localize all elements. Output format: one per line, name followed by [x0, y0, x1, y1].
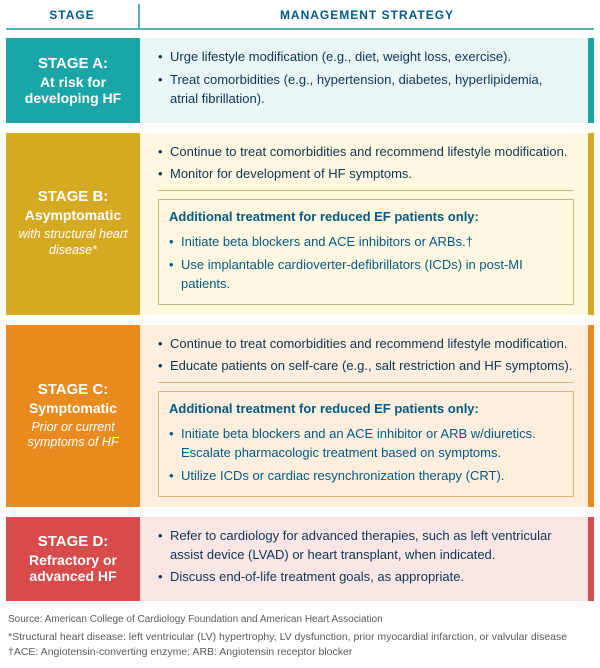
- stage-a-content: Urge lifestyle modification (e.g., diet,…: [140, 38, 588, 123]
- stage-subtitle-2: with structural heart disease*: [14, 227, 132, 258]
- hf-stages-table: STAGE MANAGEMENT STRATEGY STAGE A: At ris…: [0, 0, 600, 668]
- bullet-list: Refer to cardiology for advanced therapi…: [158, 527, 574, 588]
- stage-b-content: Continue to treat comorbidities and reco…: [140, 133, 588, 315]
- stage-c-content: Continue to treat comorbidities and reco…: [140, 325, 588, 507]
- stage-subtitle-2: Prior or current symptoms of HF: [14, 420, 132, 451]
- stage-d-content: Refer to cardiology for advanced therapi…: [140, 517, 588, 602]
- stage-title: STAGE D:: [14, 533, 132, 550]
- additional-treatment-box: Additional treatment for reduced EF pati…: [158, 199, 574, 304]
- additional-treatment-box: Additional treatment for reduced EF pati…: [158, 391, 574, 496]
- bullet-item: Initiate beta blockers and ACE inhibitor…: [169, 233, 563, 252]
- bullet-item: Initiate beta blockers and an ACE inhibi…: [169, 425, 563, 463]
- bullet-list: Urge lifestyle modification (e.g., diet,…: [158, 48, 574, 109]
- bullet-item: Use implantable cardioverter-defibrillat…: [169, 256, 563, 294]
- stage-subtitle: At risk for developing HF: [14, 74, 132, 106]
- divider: [158, 382, 574, 383]
- bullet-list-secondary: Initiate beta blockers and an ACE inhibi…: [169, 425, 563, 486]
- stage-b-block: STAGE B: Asymptomatic with structural hear…: [6, 133, 594, 315]
- stage-a-label: STAGE A: At risk for developing HF: [6, 38, 140, 123]
- bullet-item: Treat comorbidities (e.g., hypertension,…: [158, 71, 574, 109]
- stage-d-label: STAGE D: Refractory or advanced HF: [6, 517, 140, 602]
- bullet-item: Continue to treat comorbidities and reco…: [158, 335, 574, 354]
- bullet-list-secondary: Initiate beta blockers and ACE inhibitor…: [169, 233, 563, 294]
- header-management: MANAGEMENT STRATEGY: [140, 4, 594, 28]
- footnote-2: †ACE: Angiotensin-converting enzyme; ARB…: [8, 645, 592, 660]
- stages-host: STAGE A: At risk for developing HF Urge li…: [6, 38, 594, 601]
- bullet-item: Discuss end-of-life treatment goals, as …: [158, 568, 574, 587]
- stage-c-block: STAGE C: Symptomatic Prior or current symp…: [6, 325, 594, 507]
- bullet-list: Continue to treat comorbidities and reco…: [158, 335, 574, 377]
- bullet-item: Refer to cardiology for advanced therapi…: [158, 527, 574, 565]
- stage-subtitle: Refractory or advanced HF: [14, 552, 132, 584]
- stage-d-block: STAGE D: Refractory or advanced HF Refer t…: [6, 517, 594, 602]
- sub-heading: Additional treatment for reduced EF pati…: [169, 208, 563, 227]
- bullet-item: Educate patients on self-care (e.g., sal…: [158, 357, 574, 376]
- stage-title: STAGE B:: [14, 188, 132, 205]
- footnotes: Source: American College of Cardiology F…: [6, 611, 594, 659]
- stage-subtitle: Asymptomatic: [14, 207, 132, 223]
- source-line: Source: American College of Cardiology F…: [8, 613, 592, 627]
- footnote-1: *Structural heart disease: left ventricu…: [8, 630, 592, 645]
- header-row: STAGE MANAGEMENT STRATEGY: [6, 4, 594, 30]
- divider: [158, 190, 574, 191]
- bullet-item: Utilize ICDs or cardiac resynchronizatio…: [169, 467, 563, 486]
- stage-a-block: STAGE A: At risk for developing HF Urge li…: [6, 38, 594, 123]
- header-stage: STAGE: [6, 4, 140, 28]
- stage-c-label: STAGE C: Symptomatic Prior or current symp…: [6, 325, 140, 507]
- stage-b-label: STAGE B: Asymptomatic with structural hear…: [6, 133, 140, 315]
- stage-title: STAGE C:: [14, 381, 132, 398]
- stage-title: STAGE A:: [14, 55, 132, 72]
- bullet-item: Urge lifestyle modification (e.g., diet,…: [158, 48, 574, 67]
- stage-subtitle: Symptomatic: [14, 400, 132, 416]
- sub-heading: Additional treatment for reduced EF pati…: [169, 400, 563, 419]
- bullet-item: Monitor for development of HF symptoms.: [158, 165, 574, 184]
- bullet-list: Continue to treat comorbidities and reco…: [158, 143, 574, 185]
- bullet-item: Continue to treat comorbidities and reco…: [158, 143, 574, 162]
